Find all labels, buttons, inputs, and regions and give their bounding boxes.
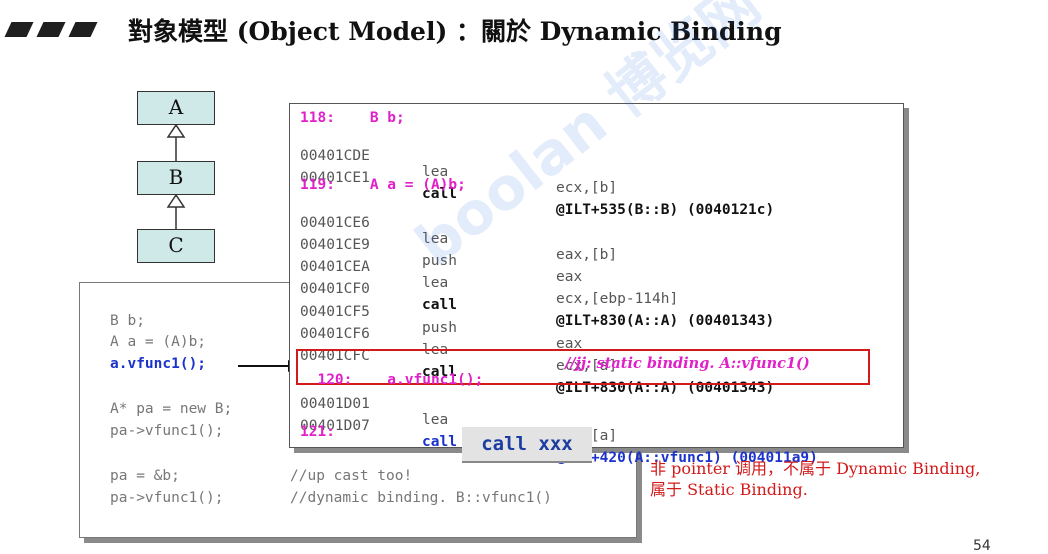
- asm-address: 00401D01: [300, 396, 370, 412]
- code-line: pa->vfunc1();: [110, 423, 224, 439]
- code-line: A a = (A)b;: [110, 334, 207, 350]
- source-line-120: 120: a.vfunc1(); //jj: static binding. A…: [300, 355, 809, 404]
- asm-address: 00401CE1: [300, 170, 370, 186]
- asm-row: 00401CDE lea ecx,[b]: [300, 132, 617, 196]
- asm-address: 00401CDE: [300, 148, 370, 164]
- asm-row: 00401CEA lea ecx,[ebp-114h]: [300, 243, 678, 307]
- asm-opcode: call: [422, 297, 457, 313]
- asm-operand: @ILT+420(A::vfunc1) (004011a9): [556, 450, 818, 466]
- source-line-118: 118: B b;: [300, 110, 405, 126]
- code-line-highlighted: a.vfunc1();: [110, 356, 207, 372]
- asm-operand: @ILT+535(B::B) (0040121c): [556, 202, 775, 218]
- asm-row: 00401CE6 lea eax,[b]: [300, 199, 617, 263]
- call-xxx-label: call xxx: [462, 427, 592, 463]
- asm-operand: eax,[b]: [556, 247, 618, 263]
- page-title: 對象模型 (Object Model) ：關於 Dynamic Binding: [128, 17, 782, 46]
- page-number: 54: [973, 538, 991, 554]
- asm-operand: ecx,[b]: [556, 180, 618, 196]
- asm-operand: eax: [556, 269, 583, 285]
- annotation-note: 非 pointer 调用，不属于 Dynamic Binding, 属于 Sta…: [650, 459, 981, 499]
- asm-opcode: lea: [422, 275, 449, 291]
- asm-row: 00401D07 call @ILT+420(A::vfunc1) (00401…: [300, 402, 818, 466]
- asm-opcode: call: [422, 364, 457, 380]
- asm-row: 00401CE1 call @ILT+535(B::B) (0040121c): [300, 154, 774, 218]
- asm-address: 00401CF6: [300, 326, 370, 342]
- asm-opcode: lea: [422, 231, 449, 247]
- asm-opcode: call: [422, 434, 457, 450]
- static-binding-highlight: [296, 349, 870, 385]
- source-line-121: 121:: [300, 424, 335, 440]
- asm-address: 00401CFC: [300, 348, 370, 364]
- uml-class-c: C: [137, 229, 215, 263]
- asm-address: 00401CF0: [300, 281, 370, 297]
- asm-opcode: push: [422, 253, 457, 269]
- asm-operand: @ILT+830(A::A) (00401343): [556, 313, 775, 329]
- asm-opcode: lea: [422, 164, 449, 180]
- asm-address: 00401CF5: [300, 304, 370, 320]
- code-comment: //dynamic binding. B::vfunc1(): [290, 490, 552, 506]
- asm-row: 00401CF5 push eax: [300, 288, 582, 352]
- code-line: A* pa = new B;: [110, 401, 233, 417]
- asm-opcode: push: [422, 320, 457, 336]
- source-line-119: 119: A a = (A)b;: [300, 177, 466, 193]
- asm-operand: ecx,[a]: [556, 358, 618, 374]
- asm-row: 00401CE9 push eax: [300, 221, 582, 285]
- asm-opcode: call: [422, 186, 457, 202]
- uml-class-a: A: [137, 91, 215, 125]
- asm-row: 00401CF6 lea ecx,[a]: [300, 310, 617, 374]
- code-line: pa = &b;: [110, 468, 180, 484]
- asm-operand: eax: [556, 336, 583, 352]
- asm-address: 00401D07: [300, 418, 370, 434]
- asm-address: 00401CEA: [300, 259, 370, 275]
- code-line: pa->vfunc1();: [110, 490, 224, 506]
- code-line: B b;: [110, 313, 145, 329]
- asm-address: 00401CE6: [300, 215, 370, 231]
- uml-class-b: B: [137, 161, 215, 195]
- source-line-120-comment: //jj: static binding. A::vfunc1(): [565, 355, 810, 372]
- asm-operand: ecx,[ebp-114h]: [556, 291, 679, 307]
- asm-address: 00401CE9: [300, 237, 370, 253]
- code-comment: //up cast too!: [290, 468, 413, 484]
- source-line-120-code: 120: a.vfunc1();: [317, 372, 484, 388]
- asm-opcode: lea: [422, 412, 449, 428]
- asm-row: 00401CF0 call @ILT+830(A::A) (00401343): [300, 265, 774, 329]
